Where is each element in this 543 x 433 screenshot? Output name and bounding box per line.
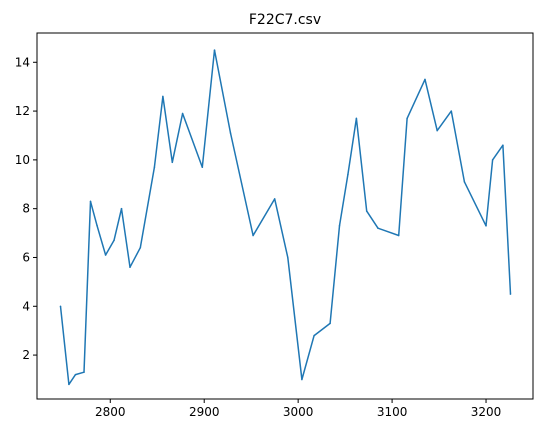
- series-line: [59, 49, 512, 386]
- data-point: [377, 227, 379, 229]
- data-point: [365, 210, 368, 212]
- data-point: [252, 234, 254, 237]
- data-point: [436, 129, 438, 132]
- y-tick-label: 12: [15, 104, 30, 118]
- x-tick-label: 3000: [283, 405, 314, 419]
- data-point: [450, 110, 453, 112]
- plot-frame: [36, 32, 534, 400]
- data-point: [96, 225, 98, 227]
- data-point: [68, 383, 70, 386]
- data-point: [74, 373, 77, 376]
- data-point: [139, 246, 142, 249]
- data-point: [329, 322, 331, 325]
- chart-title: F22C7.csv: [249, 12, 321, 28]
- data-point: [59, 305, 62, 308]
- data-point: [120, 207, 123, 210]
- data-point: [406, 117, 408, 120]
- data-point: [463, 181, 466, 183]
- data-point: [213, 49, 216, 51]
- data-point: [287, 256, 289, 259]
- x-tick-label: 2800: [95, 405, 126, 419]
- data-point: [301, 378, 303, 381]
- data-point: [397, 234, 400, 237]
- data-point: [313, 334, 315, 337]
- data-point: [162, 95, 164, 98]
- data-point: [347, 173, 349, 176]
- data-point: [338, 225, 341, 227]
- x-axis: 2800 2900 3000 3100 3200: [95, 399, 501, 419]
- data-point: [355, 117, 358, 120]
- x-tick-label: 2900: [189, 405, 220, 419]
- y-tick-label: 2: [22, 348, 30, 362]
- y-axis: 2 4 6 8 10 12 14: [15, 55, 37, 362]
- data-point: [509, 293, 512, 295]
- data-point: [113, 239, 115, 242]
- y-tick-label: 6: [22, 250, 30, 264]
- data-point: [424, 78, 426, 81]
- data-point: [89, 200, 92, 203]
- y-tick-label: 8: [22, 202, 30, 216]
- data-point: [491, 159, 494, 161]
- data-point: [104, 254, 107, 256]
- data-point: [171, 161, 174, 164]
- data-point: [502, 144, 504, 146]
- data-point: [273, 198, 276, 200]
- y-tick-label: 10: [15, 153, 30, 167]
- data-point: [181, 112, 184, 115]
- x-tick-label: 3200: [471, 405, 502, 419]
- data-point: [229, 132, 232, 134]
- data-point: [201, 166, 204, 168]
- series-layer: [59, 49, 512, 386]
- x-tick-label: 3100: [377, 405, 408, 419]
- y-tick-label: 14: [15, 55, 30, 69]
- data-point: [83, 371, 85, 373]
- data-point: [129, 266, 131, 268]
- data-point: [153, 166, 156, 168]
- data-point: [485, 225, 487, 227]
- y-tick-label: 4: [22, 299, 30, 313]
